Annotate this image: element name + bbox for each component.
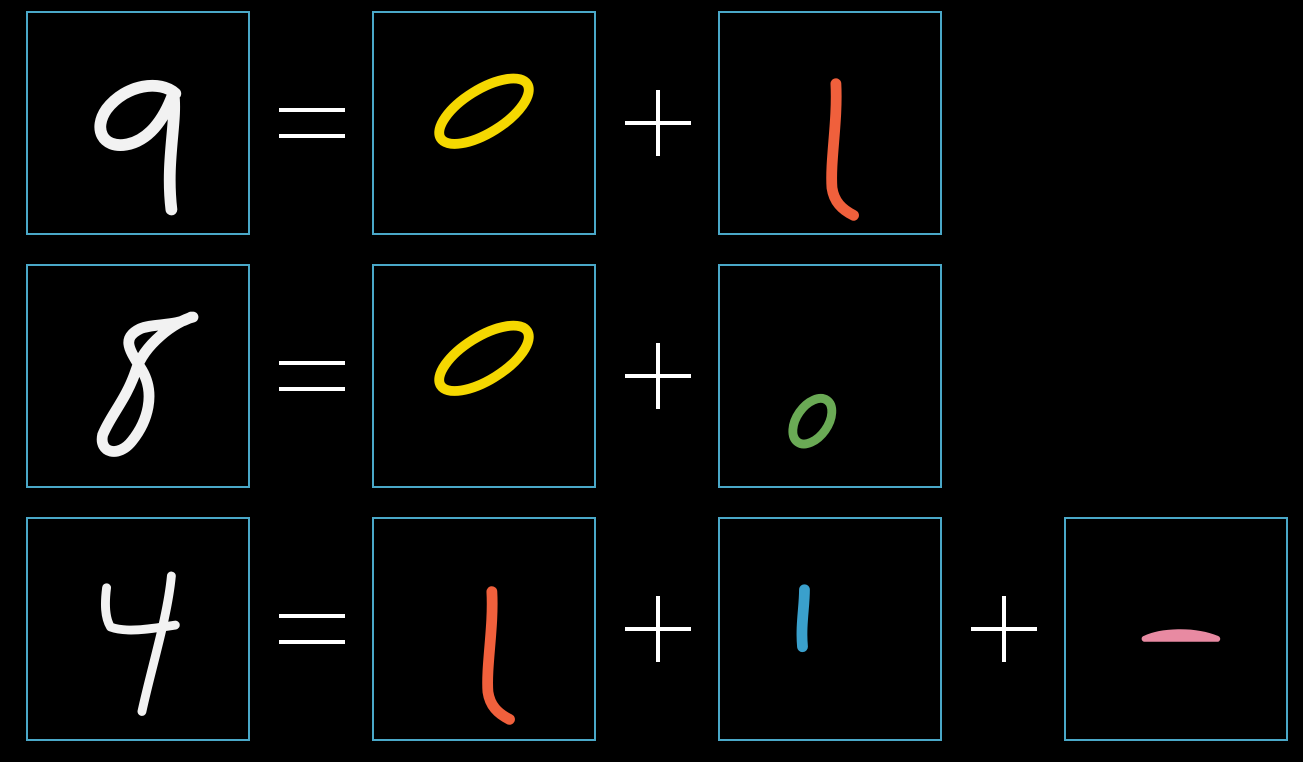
row2-part1-box	[372, 264, 596, 488]
handwritten-8-icon	[96, 311, 199, 457]
row3-plus-icon-2	[969, 594, 1039, 664]
row1-plus-icon	[623, 88, 693, 158]
handwritten-9-icon	[94, 79, 182, 216]
red-vertical-stroke-icon	[826, 78, 859, 221]
blue-short-stroke-icon	[796, 584, 810, 653]
row3-part1-box	[372, 517, 596, 741]
row3-plus-icon-1	[623, 594, 693, 664]
row1-equals-icon	[277, 88, 347, 158]
pink-horizontal-bar-icon	[1141, 629, 1221, 642]
row3-equals-icon	[277, 594, 347, 664]
row1-digit-box	[26, 11, 250, 235]
row3-digit-box	[26, 517, 250, 741]
row2-digit-box	[26, 264, 250, 488]
row1-part1-box	[372, 11, 596, 235]
row3-part3-box	[1064, 517, 1288, 741]
row2-part2-box	[718, 264, 942, 488]
green-small-loop-icon	[788, 393, 837, 449]
handwritten-4-icon	[100, 571, 180, 716]
yellow-tilted-loop-icon	[434, 73, 534, 149]
row3-part2-box	[718, 517, 942, 741]
row1-part2-box	[718, 11, 942, 235]
yellow-tilted-loop-icon	[434, 320, 534, 396]
row2-equals-icon	[277, 341, 347, 411]
row2-plus-icon	[623, 341, 693, 411]
red-vertical-stroke-icon	[482, 586, 515, 725]
